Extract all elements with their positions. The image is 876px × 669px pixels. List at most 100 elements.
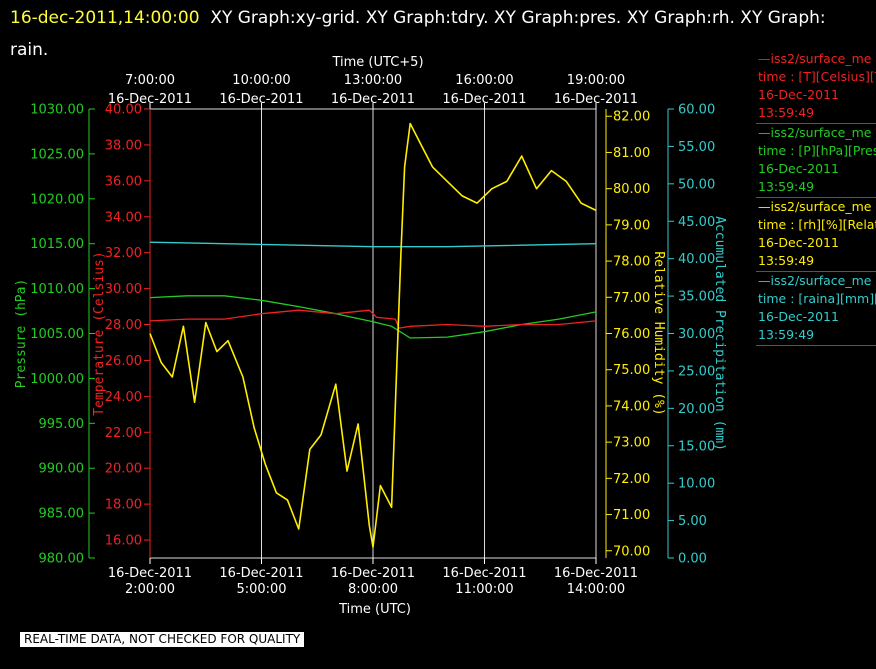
x-tick-date: 16-Dec-2011: [331, 566, 415, 581]
x-tick-date: 16-Dec-2011: [219, 566, 303, 581]
x-axis-label: Time (UTC): [338, 602, 411, 617]
legend-line-3: 16-Dec-2011: [758, 235, 839, 250]
temperature-tick-label: 28.00: [105, 318, 142, 333]
legend-entry: —iss2/surface_me time : [raina][mm][A 16-D…: [756, 272, 876, 346]
temperature-tick-label: 26.00: [105, 354, 142, 369]
pressure-tick-label: 1015.00: [30, 237, 84, 252]
legend-line-3: 16-Dec-2011: [758, 87, 839, 102]
x-tick-date: 16-Dec-2011: [108, 566, 192, 581]
legend-line-1: —iss2/surface_me: [758, 199, 872, 214]
rain-tick-label: 10.00: [678, 477, 715, 492]
humidity-tick-label: 71.00: [613, 508, 650, 523]
pressure-tick-label: 1020.00: [30, 192, 84, 207]
temperature-tick-label: 32.00: [105, 246, 142, 261]
x-top-tick-time: 10:00:00: [232, 73, 290, 88]
humidity-tick-label: 80.00: [613, 182, 650, 197]
x-tick-time: 5:00:00: [236, 582, 286, 597]
rain-tick-label: 35.00: [678, 290, 715, 305]
temperature-tick-label: 34.00: [105, 210, 142, 225]
pressure-tick-label: 990.00: [39, 462, 85, 477]
header-graph-list-cont: rain.: [10, 40, 49, 60]
legend-line-2: time : [rh][%][Relati: [758, 217, 876, 232]
humidity-tick-label: 77.00: [613, 291, 650, 306]
quality-notice: REAL-TIME DATA, NOT CHECKED FOR QUALITY: [20, 632, 305, 647]
x-top-tick-time: 7:00:00: [125, 73, 175, 88]
pressure-tick-label: 1025.00: [30, 147, 84, 162]
temperature-tick-label: 20.00: [105, 462, 142, 477]
humidity-tick-label: 82.00: [613, 110, 650, 125]
pressure-axis-title: Pressure (hPa): [14, 279, 29, 389]
pressure-tick-label: 995.00: [39, 417, 85, 432]
rain-tick-label: 20.00: [678, 402, 715, 417]
legend-line-4: 13:59:49: [758, 179, 815, 194]
x-top-tick-date: 16-Dec-2011: [219, 92, 303, 107]
x-tick-time: 14:00:00: [567, 582, 625, 597]
rain-tick-label: 30.00: [678, 327, 715, 342]
legend-line-4: 13:59:49: [758, 327, 815, 342]
rain-tick-label: 5.00: [678, 514, 707, 529]
temperature-tick-label: 18.00: [105, 498, 142, 513]
pressure-tick-label: 1010.00: [30, 282, 84, 297]
legend-line-1: —iss2/surface_me: [758, 125, 872, 140]
humidity-tick-label: 74.00: [613, 399, 650, 414]
humidity-tick-label: 76.00: [613, 327, 650, 342]
temperature-tick-label: 30.00: [105, 282, 142, 297]
x-top-tick-date: 16-Dec-2011: [442, 92, 526, 107]
rain-tick-label: 0.00: [678, 552, 707, 567]
legend-line-1: —iss2/surface_me: [758, 273, 872, 288]
legend-line-2: time : [T][Celsius][T: [758, 69, 876, 84]
rain-tick-label: 15.00: [678, 439, 715, 454]
legend-line-4: 13:59:49: [758, 105, 815, 120]
rain-tick-label: 55.00: [678, 140, 715, 155]
x-top-axis-label: Time (UTC+5): [331, 55, 423, 70]
x-top-tick-time: 13:00:00: [344, 73, 402, 88]
legend-line-2: time : [P][hPa][Pres: [758, 143, 876, 158]
legend-line-4: 13:59:49: [758, 253, 815, 268]
x-tick-time: 11:00:00: [455, 582, 513, 597]
legend: —iss2/surface_me time : [T][Celsius][T 16-…: [756, 50, 876, 346]
humidity-tick-label: 73.00: [613, 436, 650, 451]
rain-series-line: [149, 241, 597, 248]
temperature-tick-label: 36.00: [105, 174, 142, 189]
humidity-axis-title: Relative Humidity (%): [651, 251, 666, 415]
rain-tick-label: 45.00: [678, 215, 715, 230]
pressure-series-line: [149, 295, 597, 339]
x-tick-time: 8:00:00: [348, 582, 398, 597]
temperature-tick-label: 22.00: [105, 426, 142, 441]
rain-axis-title: Accumulated Precipitation (mm): [712, 216, 727, 451]
humidity-series-line: [149, 122, 597, 548]
temperature-tick-label: 16.00: [105, 534, 142, 549]
rain-tick-label: 60.00: [678, 103, 715, 118]
temperature-tick-label: 38.00: [105, 138, 142, 153]
x-top-tick-time: 19:00:00: [567, 73, 625, 88]
page-header: 16-dec-2011,14:00:00 XY Graph:xy-grid. X…: [10, 2, 860, 66]
pressure-tick-label: 985.00: [39, 507, 85, 522]
x-top-tick-date: 16-Dec-2011: [554, 92, 638, 107]
temperature-tick-label: 24.00: [105, 390, 142, 405]
humidity-tick-label: 81.00: [613, 146, 650, 161]
humidity-tick-label: 78.00: [613, 255, 650, 270]
humidity-tick-label: 79.00: [613, 218, 650, 233]
header-graph-list: XY Graph:xy-grid. XY Graph:tdry. XY Grap…: [210, 8, 826, 28]
rain-tick-label: 40.00: [678, 252, 715, 267]
temperature-series-line: [149, 309, 597, 329]
rain-tick-label: 25.00: [678, 364, 715, 379]
x-tick-date: 16-Dec-2011: [442, 566, 526, 581]
header-date: 16-dec-2011,14:00:00: [10, 8, 200, 28]
pressure-tick-label: 1000.00: [30, 372, 84, 387]
x-tick-date: 16-Dec-2011: [554, 566, 638, 581]
humidity-tick-label: 75.00: [613, 363, 650, 378]
humidity-tick-label: 70.00: [613, 544, 650, 559]
pressure-tick-label: 1030.00: [30, 103, 84, 118]
legend-line-3: 16-Dec-2011: [758, 161, 839, 176]
legend-line-1: —iss2/surface_me: [758, 51, 872, 66]
humidity-tick-label: 72.00: [613, 472, 650, 487]
x-top-tick-date: 16-Dec-2011: [108, 92, 192, 107]
x-tick-time: 2:00:00: [125, 582, 175, 597]
pressure-tick-label: 1005.00: [30, 327, 84, 342]
temperature-axis-title: Temperature (Celsius): [92, 251, 107, 415]
